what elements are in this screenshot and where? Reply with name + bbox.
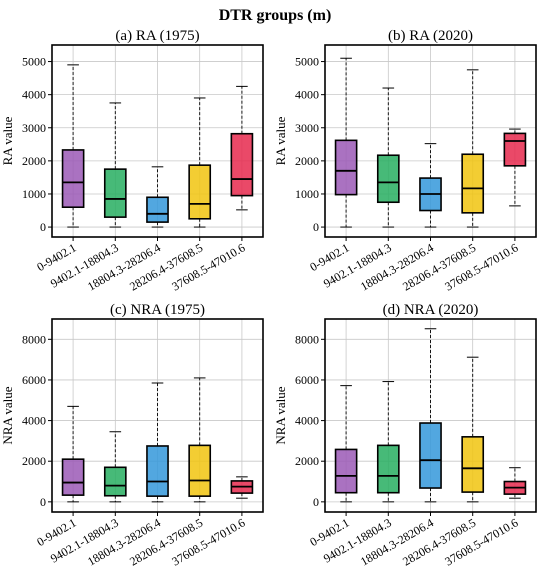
box <box>503 132 527 167</box>
y-tick-label: 5000 <box>295 55 319 69</box>
figure-title: DTR groups (m) <box>219 7 332 24</box>
box <box>230 132 254 197</box>
y-tick-label: 4000 <box>295 414 319 428</box>
y-tick-label: 0 <box>40 220 46 234</box>
y-tick-label: 4000 <box>22 414 46 428</box>
chart-panel: 0100020003000400050000-9402.19402.1-1880… <box>273 28 537 294</box>
y-tick-label: 2000 <box>22 154 46 168</box>
box <box>188 164 212 220</box>
y-tick-label: 2000 <box>295 154 319 168</box>
y-tick-label: 3000 <box>295 121 319 135</box>
box <box>461 153 485 214</box>
y-tick-label: 0 <box>313 220 319 234</box>
box <box>146 196 169 223</box>
chart-panel: 0100020003000400050000-9402.19402.1-1880… <box>0 28 264 294</box>
y-tick-label: 8000 <box>22 332 46 346</box>
y-tick-label: 4000 <box>295 88 319 102</box>
x-tick-label: 37608.5-47010.6 <box>442 515 520 568</box>
y-tick-label: 1000 <box>295 187 319 201</box>
y-tick-label: 1000 <box>22 187 46 201</box>
chart-title: (a) RA (1975) <box>115 28 199 44</box>
box <box>103 168 127 218</box>
y-axis-label: RA value <box>273 116 288 165</box>
chart-title: (c) NRA (1975) <box>110 302 205 318</box>
y-tick-label: 6000 <box>22 373 46 387</box>
chart-title: (d) NRA (2020) <box>383 302 479 318</box>
box <box>334 139 358 196</box>
chart-panel: 020004000600080000-9402.19402.1-18804.31… <box>0 302 264 568</box>
box <box>334 448 358 494</box>
box <box>376 154 400 204</box>
y-axis-label: NRA value <box>0 386 15 444</box>
box <box>419 422 442 489</box>
box <box>61 149 85 209</box>
y-tick-label: 5000 <box>22 55 46 69</box>
x-tick-label: 37608.5-47010.6 <box>442 240 520 293</box>
chart-panels: 0100020003000400050000-9402.19402.1-1880… <box>0 28 537 568</box>
y-tick-label: 4000 <box>22 88 46 102</box>
y-tick-label: 3000 <box>22 121 46 135</box>
box <box>103 466 127 497</box>
box <box>61 458 85 496</box>
x-tick-label: 37608.5-47010.6 <box>169 240 247 293</box>
y-tick-label: 2000 <box>295 454 319 468</box>
box <box>376 444 400 494</box>
box <box>146 445 169 497</box>
y-tick-label: 0 <box>40 495 46 509</box>
x-tick-label: 37608.5-47010.6 <box>169 515 247 568</box>
y-tick-label: 0 <box>313 495 319 509</box>
y-tick-label: 2000 <box>22 454 46 468</box>
box <box>188 444 212 497</box>
chart-title: (b) RA (2020) <box>388 28 473 44</box>
y-tick-label: 6000 <box>295 373 319 387</box>
y-axis-label: RA value <box>0 116 15 165</box>
y-tick-label: 8000 <box>295 332 319 346</box>
box <box>461 436 485 493</box>
chart-panel: 020004000600080000-9402.19402.1-18804.31… <box>273 302 537 568</box>
y-axis-label: NRA value <box>273 386 288 444</box>
